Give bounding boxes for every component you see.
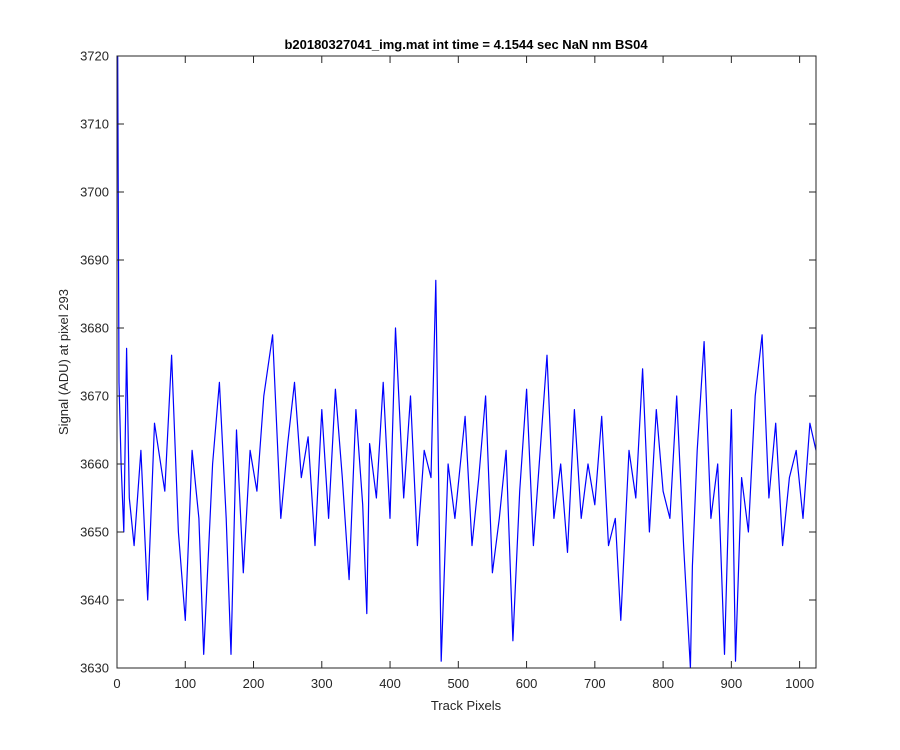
y-tick-label: 3700 xyxy=(80,185,109,200)
x-tick-label: 700 xyxy=(584,676,606,691)
x-tick-label: 900 xyxy=(721,676,743,691)
x-tick-label: 300 xyxy=(311,676,333,691)
x-tick-label: 600 xyxy=(516,676,538,691)
series-layer xyxy=(117,55,817,669)
chart-title: b20180327041_img.mat int time = 4.1544 s… xyxy=(284,37,648,52)
x-ticks: 0 100 200 300 400 500 600 700 800 900 1000 xyxy=(113,56,814,691)
y-axis-label: Signal (ADU) at pixel 293 xyxy=(56,289,71,435)
y-tick-label: 3630 xyxy=(80,661,109,676)
y-tick-label: 3690 xyxy=(80,253,109,268)
x-tick-label: 400 xyxy=(379,676,401,691)
axes-box xyxy=(116,55,817,669)
series-line-0 xyxy=(117,55,817,669)
y-tick-label: 3670 xyxy=(80,389,109,404)
x-tick-label: 200 xyxy=(243,676,265,691)
x-tick-label: 500 xyxy=(447,676,469,691)
x-tick-label: 800 xyxy=(652,676,674,691)
y-tick-label: 3680 xyxy=(80,321,109,336)
y-tick-label: 3660 xyxy=(80,457,109,472)
y-tick-label: 3640 xyxy=(80,593,109,608)
y-tick-label: 3650 xyxy=(80,525,109,540)
y-tick-label: 3720 xyxy=(80,49,109,64)
plot-area xyxy=(117,56,816,668)
x-axis-label: Track Pixels xyxy=(431,698,502,713)
x-tick-label: 1000 xyxy=(785,676,814,691)
x-tick-label: 0 xyxy=(113,676,120,691)
y-ticks: 3630 3640 3650 3660 3670 3680 3690 3700 3710 3720 xyxy=(80,49,816,676)
y-tick-label: 3710 xyxy=(80,117,109,132)
x-tick-label: 100 xyxy=(174,676,196,691)
